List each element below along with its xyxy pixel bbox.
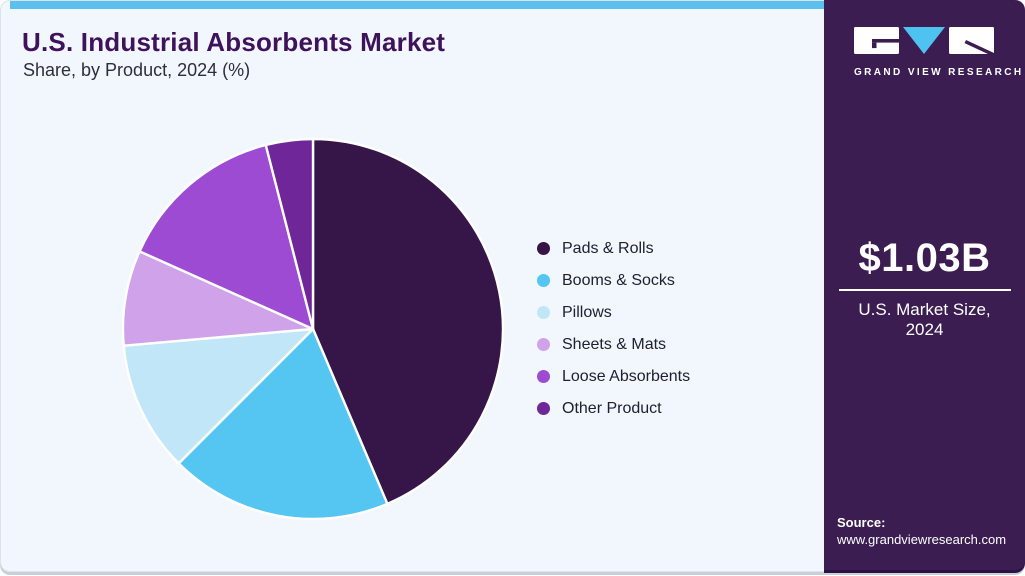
pie-slice-pads-rolls [311, 137, 505, 506]
pie-chart-svg [121, 137, 505, 521]
legend-swatch-icon [537, 370, 550, 383]
sidebar: GRAND VIEW RESEARCH $1.03B U.S. Market S… [824, 0, 1025, 570]
logo-caption: GRAND VIEW RESEARCH [854, 67, 1024, 78]
logo-r-block [949, 27, 994, 54]
logo-v-triangle [903, 27, 945, 54]
legend-item-loose-absorbents: Loose Absorbents [537, 367, 690, 386]
market-size-divider [838, 289, 1011, 291]
legend-swatch-icon [537, 402, 550, 415]
source-block: Source: www.grandviewresearch.com [837, 514, 1006, 548]
legend-label: Loose Absorbents [562, 367, 691, 385]
market-size-label-line2: 2024 [905, 320, 944, 339]
source-label: Source: [837, 515, 886, 530]
legend-swatch-icon [537, 274, 550, 287]
pie-slice-sheets-mats [121, 250, 315, 347]
pie-slice-booms-socks [177, 327, 389, 521]
gvr-logo: GRAND VIEW RESEARCH [854, 27, 1024, 78]
legend-item-other-product: Other Product [537, 399, 690, 418]
legend-swatch-icon [537, 306, 550, 319]
gvr-logo-icon [854, 27, 996, 58]
pie-chart [118, 134, 508, 524]
logo-g-cut [872, 39, 899, 43]
legend: Pads & Rolls Booms & Socks Pillows Sheets &… [537, 239, 690, 431]
logo-g-tab [872, 42, 877, 49]
legend-item-booms-socks: Booms & Socks [537, 271, 690, 290]
page-subtitle: Share, by Product, 2024 (%) [23, 60, 251, 80]
top-accent-bar [10, 1, 826, 9]
legend-swatch-icon [537, 242, 550, 255]
legend-label: Other Product [562, 399, 662, 417]
pie-slice-other-product [264, 137, 315, 331]
legend-item-pillows: Pillows [537, 303, 690, 322]
source-url[interactable]: www.grandviewresearch.com [837, 532, 1007, 547]
legend-swatch-icon [537, 338, 550, 351]
pie-slice-pillows [122, 327, 315, 465]
pie-slice-loose-absorbents [138, 143, 315, 331]
legend-label: Pillows [562, 303, 612, 321]
legend-item-pads-rolls: Pads & Rolls [537, 239, 690, 258]
market-size-label-line1: U.S. Market Size, [858, 300, 991, 319]
legend-label: Booms & Socks [562, 271, 675, 289]
page-title: U.S. Industrial Absorbents Market [22, 27, 446, 57]
legend-item-sheets-mats: Sheets & Mats [537, 335, 690, 354]
market-size-value: $1.03B [858, 236, 991, 280]
legend-label: Sheets & Mats [562, 335, 667, 353]
logo-r-cut [964, 40, 996, 58]
market-size-callout: $1.03B U.S. Market Size, 2024 [824, 238, 1025, 340]
legend-label: Pads & Rolls [562, 239, 654, 257]
